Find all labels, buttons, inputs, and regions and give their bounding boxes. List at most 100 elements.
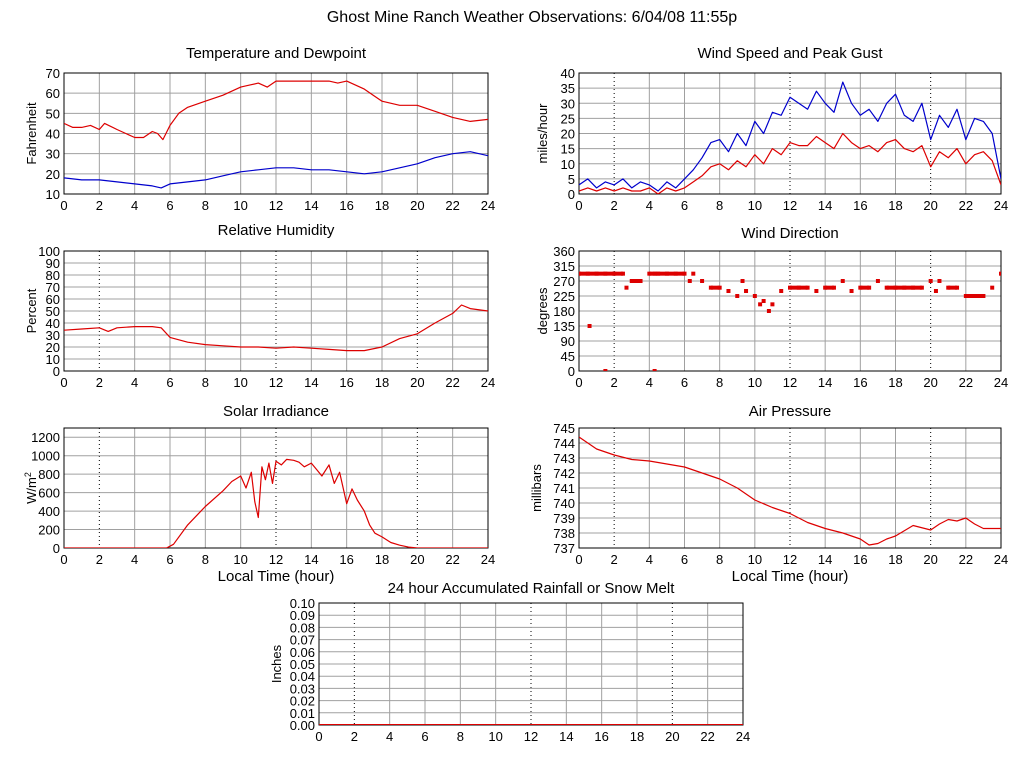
page-title: Ghost Mine Ranch Weather Observations: 6… <box>327 9 737 26</box>
data-point <box>758 302 763 307</box>
y-tick-label: 5 <box>568 172 575 187</box>
x-tick-label: 8 <box>457 729 464 744</box>
data-point <box>726 289 731 293</box>
x-tick-label: 16 <box>853 198 867 213</box>
x-tick-label: 12 <box>783 375 797 390</box>
x-tick-label: 10 <box>748 552 762 567</box>
x-tick-label: 4 <box>386 729 393 744</box>
x-tick-label: 6 <box>166 375 173 390</box>
x-tick-label: 10 <box>233 552 247 567</box>
x-tick-label: 16 <box>853 375 867 390</box>
series-line <box>579 132 1001 194</box>
x-axis-label: Local Time (hour) <box>218 568 335 585</box>
x-tick-label: 18 <box>375 552 389 567</box>
data-point <box>752 294 757 298</box>
temp-chart: 0 2 4 6 8 10 12 14 16 18 20 22 2410203040506070Tempe… <box>24 45 495 213</box>
y-tick-label: 745 <box>553 421 575 436</box>
x-tick-label: 22 <box>700 729 714 744</box>
x-tick-label: 10 <box>748 375 762 390</box>
x-tick-label: 20 <box>923 375 937 390</box>
y-tick-label: 40 <box>46 316 60 331</box>
x-tick-label: 0 <box>60 375 67 390</box>
x-tick-label: 20 <box>923 552 937 567</box>
y-axis-label-superscript: 2 <box>23 472 33 477</box>
x-tick-label: 4 <box>131 198 138 213</box>
x-tick-label: 20 <box>410 552 424 567</box>
y-axis-label: W/m2 <box>23 472 39 504</box>
data-point <box>770 302 775 307</box>
data-point <box>587 324 592 328</box>
x-tick-label: 20 <box>923 198 937 213</box>
y-tick-label: 30 <box>46 328 60 343</box>
y-axis-label: millibars <box>529 464 544 512</box>
chart-title: Air Pressure <box>749 403 832 420</box>
y-tick-label: 80 <box>46 268 60 283</box>
humidity-chart: 0 2 4 6 8 10 12 14 16 18 20 22 240102030405060708090… <box>24 222 495 390</box>
y-tick-label: 0 <box>568 364 575 379</box>
data-point <box>937 279 942 283</box>
winddir-chart: 0 2 4 6 8 10 12 14 16 18 20 22 240459013518022527031… <box>535 225 1008 390</box>
y-tick-label: 135 <box>553 319 575 334</box>
x-tick-label: 18 <box>630 729 644 744</box>
y-tick-label: 10 <box>561 157 575 172</box>
y-tick-label: 0.09 <box>290 608 315 623</box>
y-tick-label: 90 <box>46 256 60 271</box>
x-tick-label: 8 <box>716 198 723 213</box>
x-tick-label: 10 <box>748 198 762 213</box>
data-point <box>849 289 854 293</box>
y-tick-label: 90 <box>561 334 575 349</box>
series-line <box>579 436 1001 546</box>
x-tick-label: 24 <box>994 375 1008 390</box>
x-tick-label: 20 <box>665 729 679 744</box>
x-tick-label: 24 <box>481 198 495 213</box>
chart-title: Temperature and Dewpoint <box>186 45 367 62</box>
y-tick-label: 744 <box>553 436 575 451</box>
x-tick-label: 6 <box>681 375 688 390</box>
x-tick-label: 0 <box>60 552 67 567</box>
y-tick-label: 60 <box>46 292 60 307</box>
y-tick-label: 0 <box>53 364 60 379</box>
y-tick-label: 741 <box>553 481 575 496</box>
y-tick-label: 225 <box>553 289 575 304</box>
series-line <box>64 458 488 548</box>
series-line <box>64 151 488 189</box>
x-tick-label: 18 <box>375 198 389 213</box>
y-tick-label: 0.01 <box>290 706 315 721</box>
x-tick-label: 14 <box>304 375 318 390</box>
plot-frame <box>63 72 489 195</box>
x-tick-label: 14 <box>559 729 573 744</box>
x-tick-label: 2 <box>351 729 358 744</box>
y-tick-label: 0.00 <box>290 718 315 733</box>
y-tick-label: 742 <box>553 466 575 481</box>
y-tick-label: 743 <box>553 451 575 466</box>
chart-title: 24 hour Accumulated Rainfall or Snow Mel… <box>388 580 676 597</box>
data-point <box>744 289 749 293</box>
y-tick-label: 360 <box>553 244 575 259</box>
y-tick-label: 40 <box>561 66 575 81</box>
y-tick-label: 0.08 <box>290 620 315 635</box>
x-tick-label: 16 <box>853 552 867 567</box>
y-tick-label: 50 <box>46 304 60 319</box>
data-point <box>691 271 696 276</box>
x-tick-label: 16 <box>339 552 353 567</box>
x-tick-label: 24 <box>994 552 1008 567</box>
x-tick-label: 0 <box>575 198 582 213</box>
chart-title: Solar Irradiance <box>223 403 329 420</box>
x-tick-label: 22 <box>445 375 459 390</box>
data-point <box>933 289 938 293</box>
x-tick-label: 4 <box>646 552 653 567</box>
y-tick-label: 0.02 <box>290 694 315 709</box>
x-tick-label: 6 <box>166 552 173 567</box>
x-tick-label: 12 <box>783 198 797 213</box>
x-tick-label: 10 <box>233 375 247 390</box>
x-tick-label: 14 <box>304 552 318 567</box>
series-points <box>579 271 1001 371</box>
y-tick-label: 10 <box>46 187 60 202</box>
x-tick-label: 0 <box>315 729 322 744</box>
y-tick-label: 50 <box>46 106 60 121</box>
data-point <box>766 309 771 313</box>
data-point <box>990 285 995 290</box>
x-axis-label: Local Time (hour) <box>732 568 849 585</box>
